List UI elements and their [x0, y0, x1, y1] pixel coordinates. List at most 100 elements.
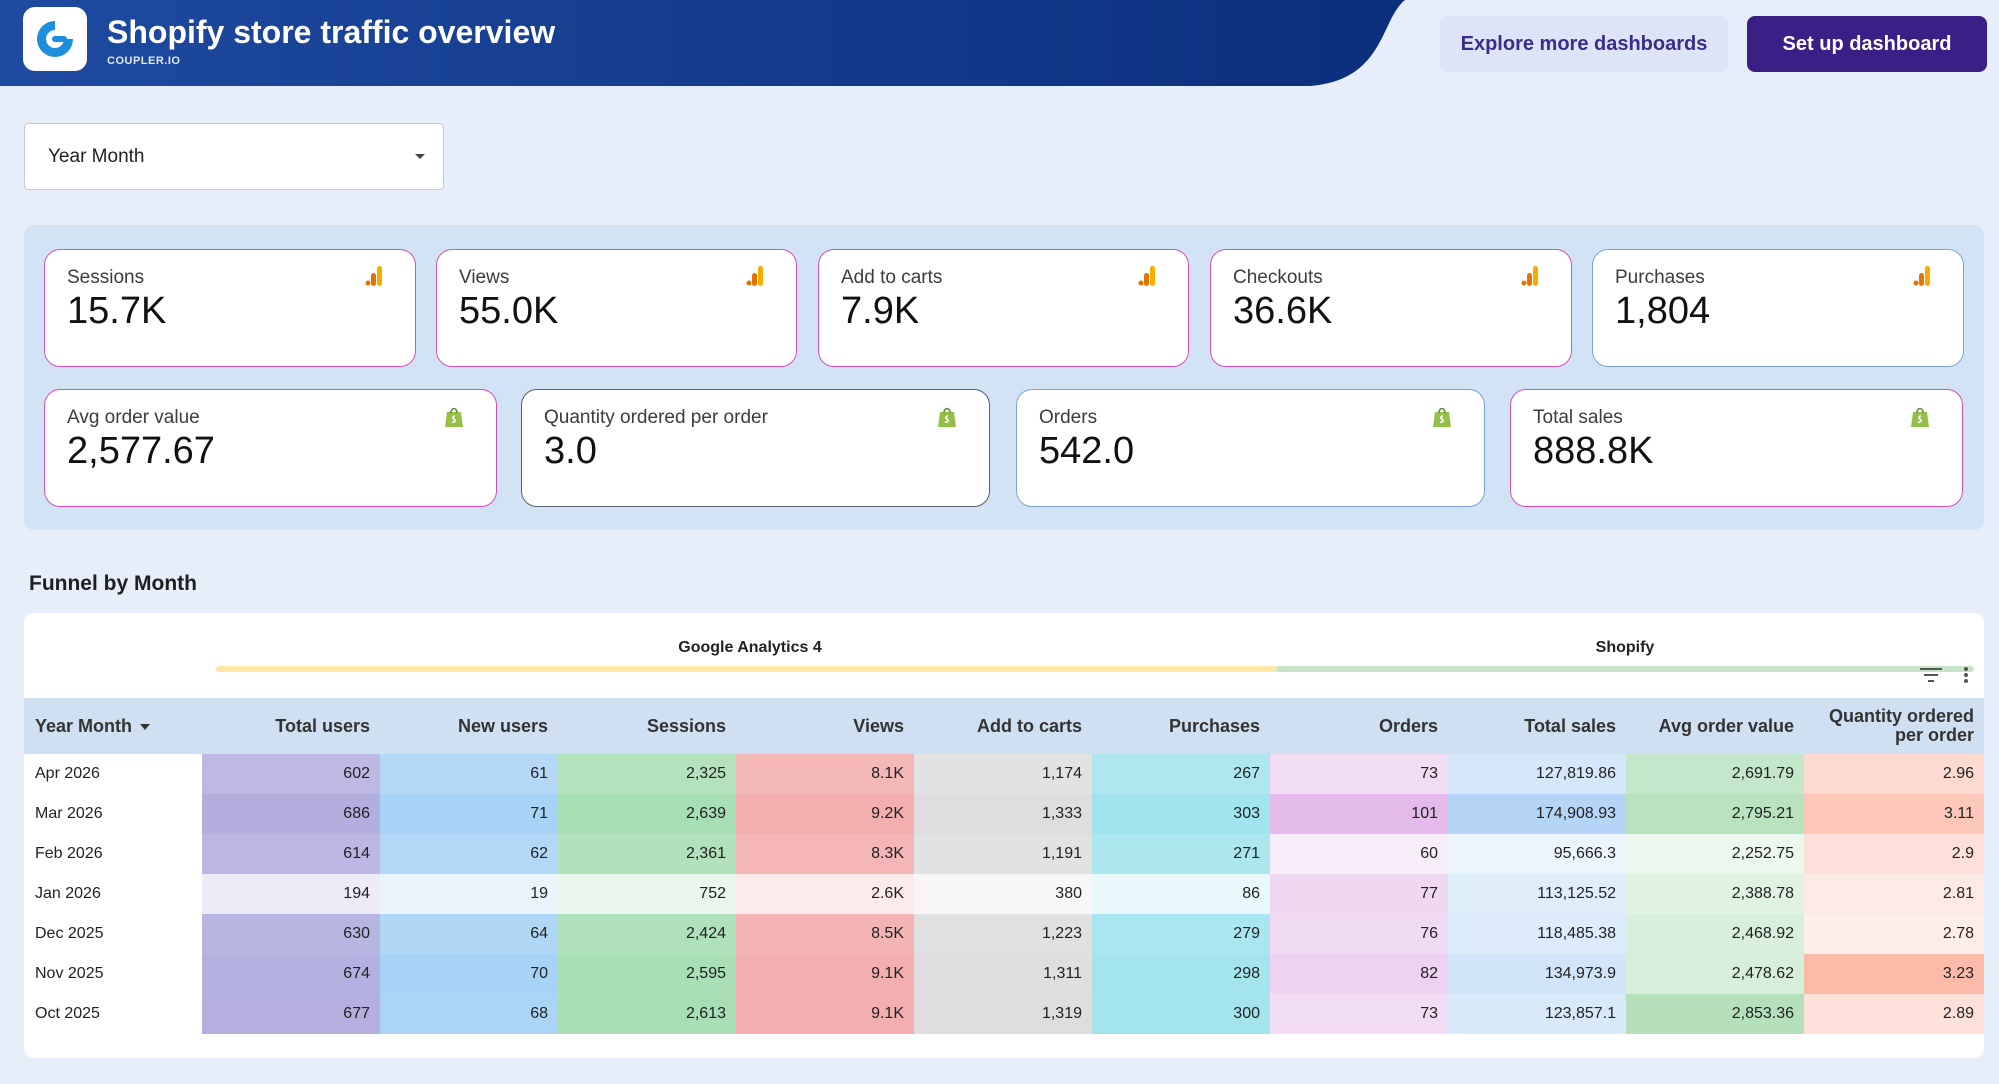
column-header[interactable]: Sessions: [646, 715, 726, 736]
column-header[interactable]: Purchases: [1168, 715, 1260, 736]
kpi-value: 542.0: [1039, 430, 1135, 472]
table-cell: 71: [380, 794, 558, 834]
chevron-down-icon: [415, 154, 425, 159]
table-cell: 614: [202, 834, 380, 874]
google-analytics-icon: [746, 266, 764, 291]
table-cell: 279: [1092, 914, 1270, 954]
table-cell: 2,468.92: [1626, 914, 1804, 954]
table-cell: 134,973.9: [1448, 954, 1626, 994]
table-cell: 64: [380, 914, 558, 954]
table-cell: 1,191: [914, 834, 1092, 874]
table-cell: 8.5K: [736, 914, 914, 954]
explore-dashboards-button[interactable]: Explore more dashboards: [1440, 16, 1728, 72]
row-label-month: Oct 2025: [24, 994, 202, 1034]
column-header[interactable]: Total sales: [1524, 715, 1616, 736]
table-row: Nov 2025 674 70 2,595 9.1K 1,311 298 82 134,973.…: [24, 954, 1984, 994]
year-month-filter[interactable]: Year Month: [24, 123, 444, 190]
setup-dashboard-button[interactable]: Set up dashboard: [1747, 16, 1987, 72]
table-cell: 674: [202, 954, 380, 994]
table-cell: 303: [1092, 794, 1270, 834]
kpi-views: Views 55.0K: [436, 249, 797, 367]
row-label-month: Feb 2026: [24, 834, 202, 874]
table-cell: 73: [1270, 994, 1448, 1034]
table-cell: 2,691.79: [1626, 754, 1804, 794]
table-cell: 298: [1092, 954, 1270, 994]
header-banner: [0, 0, 1405, 86]
table-cell: 8.3K: [736, 834, 914, 874]
row-label-month: Jan 2026: [24, 874, 202, 914]
kpi-label: Avg order value: [67, 407, 200, 428]
table-cell: 8.1K: [736, 754, 914, 794]
table-cell: 2,795.21: [1626, 794, 1804, 834]
table-cell: 2,388.78: [1626, 874, 1804, 914]
table-cell: 380: [914, 874, 1092, 914]
kpi-orders: Orders 542.0: [1016, 389, 1485, 507]
kpi-value: 36.6K: [1233, 290, 1333, 332]
google-analytics-icon: [1521, 266, 1539, 291]
column-header[interactable]: Quantity ordered per order: [1828, 706, 1974, 745]
column-header[interactable]: Total users: [275, 715, 370, 736]
filter-icon[interactable]: [1920, 668, 1942, 687]
kpi-label: Checkouts: [1233, 267, 1323, 288]
table-cell: 2,361: [558, 834, 736, 874]
column-header-year-month[interactable]: Year Month: [24, 698, 202, 754]
table-cell: 1,333: [914, 794, 1092, 834]
row-label-month: Dec 2025: [24, 914, 202, 954]
table-cell: 630: [202, 914, 380, 954]
kpi-sessions: Sessions 15.7K: [44, 249, 416, 367]
table-cell: 77: [1270, 874, 1448, 914]
table-cell: 123,857.1: [1448, 994, 1626, 1034]
shopify-bag-icon: [444, 406, 464, 433]
table-cell: 2,424: [558, 914, 736, 954]
table-cell: 68: [380, 994, 558, 1034]
table-cell: 60: [1270, 834, 1448, 874]
table-row: Mar 2026 686 71 2,639 9.2K 1,333 303 101 174,908…: [24, 794, 1984, 834]
kpi-label: Sessions: [67, 267, 145, 288]
table-row: Oct 2025 677 68 2,613 9.1K 1,319 300 73 123,857.…: [24, 994, 1984, 1034]
column-header[interactable]: New users: [457, 715, 548, 736]
column-header[interactable]: Orders: [1378, 715, 1438, 736]
table-cell: 9.1K: [736, 954, 914, 994]
table-cell: 127,819.86: [1448, 754, 1626, 794]
table-cell: 70: [380, 954, 558, 994]
kpi-value: 1,804: [1615, 290, 1711, 332]
table-header-row: Year Month Total users New users Session…: [24, 698, 1984, 754]
table-cell: 2,478.62: [1626, 954, 1804, 994]
column-header[interactable]: Views: [853, 715, 904, 736]
kpi-label: Total sales: [1533, 407, 1623, 428]
table-cell: 267: [1092, 754, 1270, 794]
table-cell: 194: [202, 874, 380, 914]
shopify-bag-icon: [1432, 406, 1452, 433]
funnel-table: Year Month Total users New users Session…: [24, 698, 1984, 1034]
page-title: Shopify store traffic overview: [107, 14, 556, 50]
table-cell: 752: [558, 874, 736, 914]
kpi-quantity-per-order: Quantity ordered per order 3.0: [521, 389, 990, 507]
shopify-bag-icon: [937, 406, 957, 433]
column-header[interactable]: Add to carts: [976, 715, 1082, 736]
table-cell: 2.89: [1804, 994, 1984, 1034]
table-cell: 1,311: [914, 954, 1092, 994]
table-cell: 2.81: [1804, 874, 1984, 914]
table-cell: 9.1K: [736, 994, 914, 1034]
kpi-value: 7.9K: [841, 290, 920, 332]
table-row: Jan 2026 194 19 752 2.6K 380 86 77 113,125.52 2,3…: [24, 874, 1984, 914]
table-cell: 2,639: [558, 794, 736, 834]
kpi-purchases: Purchases 1,804: [1592, 249, 1964, 367]
table-cell: 2.6K: [736, 874, 914, 914]
brand-subtitle: COUPLER.IO: [107, 55, 181, 67]
coupler-logo: [23, 7, 87, 71]
more-options-icon[interactable]: [1964, 667, 1968, 688]
kpi-label: Orders: [1039, 407, 1098, 428]
table-cell: 86: [1092, 874, 1270, 914]
kpi-value: 15.7K: [67, 290, 167, 332]
kpi-avg-order-value: Avg order value 2,577.67: [44, 389, 497, 507]
row-label-month: Mar 2026: [24, 794, 202, 834]
funnel-section-title: Funnel by Month: [29, 572, 197, 595]
table-cell: 2,595: [558, 954, 736, 994]
kpi-value: 888.8K: [1533, 430, 1654, 472]
table-cell: 2.96: [1804, 754, 1984, 794]
table-cell: 1,174: [914, 754, 1092, 794]
funnel-table-card: Google Analytics 4 Shopify Year Month To…: [24, 613, 1984, 1058]
column-header[interactable]: Avg order value: [1658, 715, 1794, 736]
table-cell: 2.9: [1804, 834, 1984, 874]
